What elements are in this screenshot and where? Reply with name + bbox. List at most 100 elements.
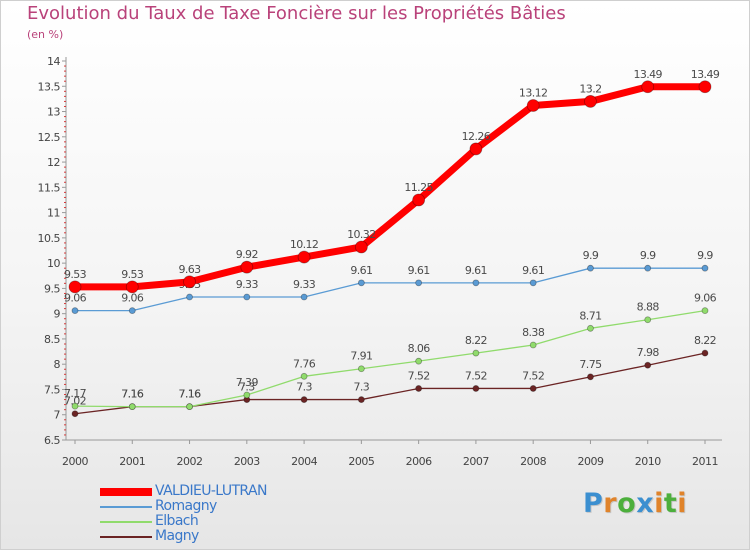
data-label-elbach: 7.17: [64, 387, 87, 400]
data-point-elbach: [186, 403, 193, 411]
data-point-magny: [644, 361, 652, 369]
y-tick-label: 11.5: [38, 181, 61, 194]
data-label-elbach: 8.38: [522, 326, 545, 339]
data-point-romagny: [415, 279, 423, 287]
legend-swatch: [100, 505, 152, 508]
x-tick-label: 2004: [291, 455, 317, 468]
series-line-valdieu-lutran: [71, 83, 709, 291]
x-tick-label: 2002: [177, 455, 203, 468]
series-line-magny: [74, 352, 706, 415]
data-label-elbach: 7.91: [350, 350, 372, 363]
data-point-magny: [71, 410, 79, 418]
data-label-valdieu-lutran: 13.12: [519, 86, 548, 99]
y-tick-label: 11: [47, 207, 60, 220]
x-tick-label: 2010: [635, 455, 661, 468]
data-label-elbach: 7.39: [236, 376, 259, 389]
data-point-valdieu-lutran: [240, 260, 254, 274]
data-label-elbach: 8.22: [465, 334, 487, 347]
x-tick-label: 2001: [119, 455, 145, 468]
data-point-magny: [587, 373, 594, 381]
data-label-romagny: 9.9: [583, 249, 599, 262]
x-tick-label: 2007: [463, 455, 489, 468]
data-point-romagny: [300, 293, 308, 301]
data-label-valdieu-lutran: 9.53: [121, 268, 144, 281]
series-line-romagny: [74, 267, 706, 312]
data-label-valdieu-lutran: 11.25: [404, 181, 433, 194]
data-label-magny: 7.3: [239, 381, 255, 394]
data-label-magny: 7.75: [579, 358, 602, 371]
y-tick-label: 9: [54, 308, 61, 321]
data-point-elbach: [300, 372, 308, 380]
data-point-magny: [472, 385, 480, 392]
data-label-valdieu-lutran: 9.92: [236, 248, 258, 261]
data-label-magny: 7.16: [121, 388, 144, 401]
x-tick-label: 2008: [520, 455, 546, 468]
data-point-valdieu-lutran: [297, 250, 311, 264]
data-label-valdieu-lutran: 10.32: [347, 228, 376, 241]
data-label-valdieu-lutran: 9.63: [178, 263, 201, 276]
y-tick-label: 8.5: [44, 333, 60, 346]
data-label-magny: 7.3: [354, 381, 370, 394]
data-label-magny: 7.52: [465, 369, 487, 382]
data-point-romagny: [701, 264, 709, 272]
y-tick-label: 12: [47, 156, 60, 169]
data-label-magny: 7.52: [408, 369, 430, 382]
data-point-magny: [300, 396, 308, 403]
legend-label: Romagny: [155, 498, 217, 514]
data-point-romagny: [357, 279, 365, 287]
y-tick-label: 7.5: [44, 383, 60, 396]
chart-title: Evolution du Taux de Taxe Foncière sur l…: [27, 3, 566, 24]
data-point-elbach: [587, 324, 594, 332]
data-label-valdieu-lutran: 9.53: [64, 268, 87, 281]
y-tick-label: 12.5: [38, 131, 61, 144]
data-label-valdieu-lutran: 13.49: [633, 68, 662, 81]
data-point-valdieu-lutran: [125, 280, 139, 294]
data-point-valdieu-lutran: [68, 280, 82, 294]
data-point-romagny: [186, 293, 193, 301]
x-tick-label: 2005: [348, 455, 374, 468]
legend-swatch: [100, 487, 152, 496]
data-point-magny: [529, 385, 537, 392]
data-label-elbach: 8.88: [637, 301, 660, 314]
data-label-romagny: 9.06: [121, 292, 144, 305]
data-label-romagny: 9.33: [236, 278, 259, 291]
legend-swatch: [100, 535, 152, 538]
x-tick-label: 2011: [692, 455, 718, 468]
data-point-elbach: [415, 357, 423, 365]
data-point-elbach: [472, 349, 480, 357]
y-tick-label: 9.5: [44, 282, 60, 295]
data-point-elbach: [357, 365, 365, 373]
data-point-valdieu-lutran: [469, 142, 483, 156]
data-label-romagny: 9.61: [465, 264, 487, 277]
x-tick-label: 2006: [406, 455, 432, 468]
x-tick-label: 2000: [62, 455, 88, 468]
data-label-romagny: 9.06: [64, 292, 87, 305]
data-point-magny: [415, 385, 423, 392]
data-point-elbach: [71, 402, 79, 410]
data-point-elbach: [529, 341, 537, 349]
data-point-valdieu-lutran: [412, 193, 426, 207]
legend-swatch: [100, 520, 152, 523]
data-label-magny: 7.3: [296, 381, 312, 394]
y-tick-label: 14: [47, 55, 60, 68]
legend-label: Elbach: [155, 513, 199, 529]
data-point-romagny: [529, 279, 537, 287]
data-label-romagny: 9.9: [640, 249, 656, 262]
data-label-romagny: 9.33: [293, 278, 316, 291]
data-label-romagny: 9.61: [350, 264, 372, 277]
data-point-valdieu-lutran: [698, 80, 712, 94]
y-tick-label: 8: [54, 358, 61, 371]
series-line-elbach: [74, 309, 706, 408]
data-label-valdieu-lutran: 13.49: [691, 68, 720, 81]
data-label-valdieu-lutran: 12.26: [462, 130, 491, 143]
legend-label: Magny: [155, 528, 199, 544]
data-label-elbach: 8.06: [408, 342, 431, 355]
data-point-elbach: [243, 391, 251, 399]
data-point-elbach: [701, 307, 709, 315]
y-tick-label: 10.5: [38, 232, 61, 245]
data-label-magny: 7.16: [178, 388, 201, 401]
legend-label: VALDIEU-LUTRAN: [155, 483, 267, 499]
data-label-magny: 7.52: [522, 369, 544, 382]
data-point-valdieu-lutran: [584, 95, 597, 108]
